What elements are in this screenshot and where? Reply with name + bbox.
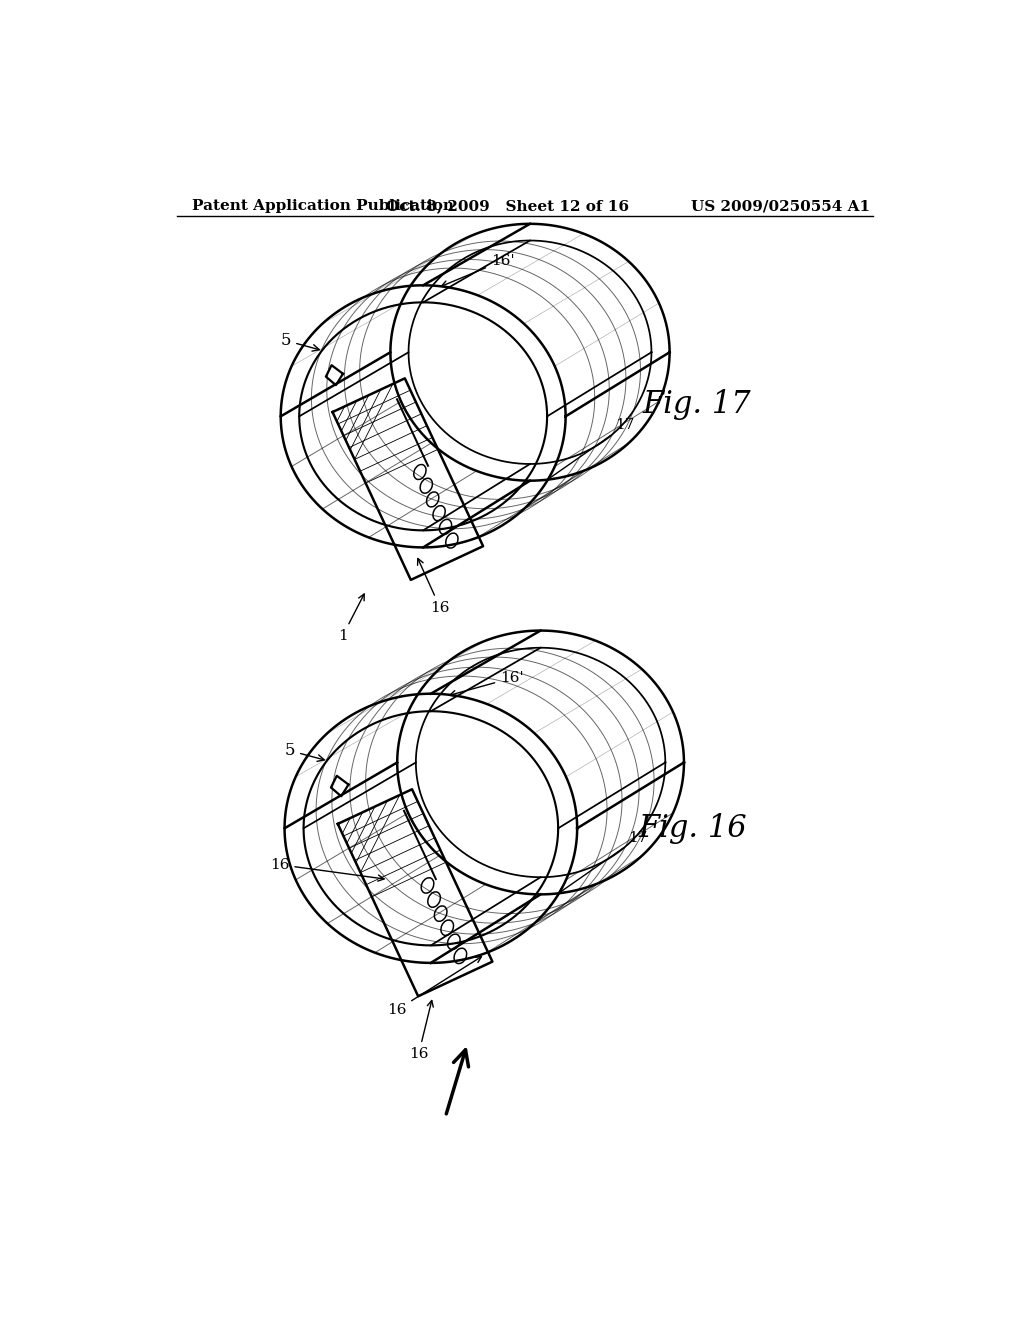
Text: Oct. 8, 2009   Sheet 12 of 16: Oct. 8, 2009 Sheet 12 of 16 — [386, 199, 630, 213]
Text: 16': 16' — [441, 253, 514, 286]
Text: 16: 16 — [418, 558, 450, 615]
Text: Fig. 17: Fig. 17 — [643, 389, 752, 420]
Text: Patent Application Publication: Patent Application Publication — [193, 199, 455, 213]
Text: 1: 1 — [338, 594, 365, 643]
Text: 16: 16 — [270, 858, 384, 882]
Text: 16': 16' — [450, 671, 524, 697]
Text: 5: 5 — [285, 742, 325, 762]
Text: 16: 16 — [387, 957, 481, 1018]
Text: Fig. 16: Fig. 16 — [639, 813, 748, 843]
Text: 17: 17 — [559, 830, 648, 894]
Text: US 2009/0250554 A1: US 2009/0250554 A1 — [690, 199, 869, 213]
Text: 17: 17 — [548, 418, 635, 479]
Text: 16: 16 — [409, 1001, 433, 1061]
Text: 5: 5 — [281, 333, 319, 351]
